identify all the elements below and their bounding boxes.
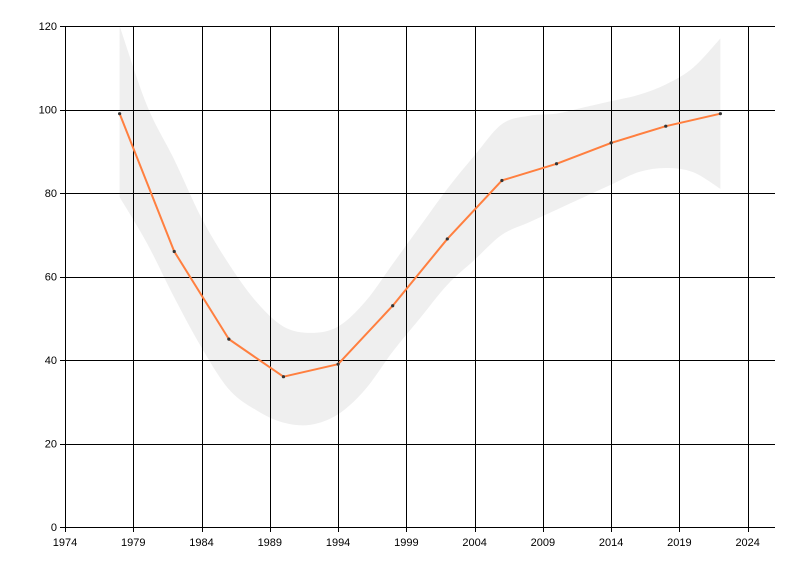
- x-tick-label: 1984: [189, 537, 213, 549]
- x-tick-label: 2019: [667, 537, 691, 549]
- data-point: [554, 162, 559, 166]
- data-point: [391, 304, 395, 308]
- data-point: [281, 375, 286, 379]
- tick-label-layer: 1974 1979 1984 1989 1994 1999 2004 2009 2014 2019…: [39, 21, 760, 549]
- x-tick-label: 1999: [394, 537, 418, 549]
- x-tick-label: 1989: [258, 537, 282, 549]
- x-tick-label: 2004: [462, 537, 486, 549]
- data-point: [227, 337, 231, 341]
- series-layer: [118, 112, 722, 379]
- y-tick-label: 120: [39, 21, 57, 33]
- axis-layer: [60, 26, 775, 532]
- y-tick-label: 20: [45, 439, 57, 451]
- x-tick-label: 1974: [53, 537, 77, 549]
- data-point: [718, 112, 722, 116]
- data-point: [118, 112, 122, 116]
- series-line: [118, 112, 721, 378]
- x-tick-label: 2009: [531, 537, 555, 549]
- x-tick-label: 1994: [326, 537, 350, 549]
- data-point: [445, 237, 449, 241]
- y-tick-label: 60: [45, 272, 57, 284]
- data-point: [609, 141, 613, 145]
- data-point: [500, 178, 504, 183]
- x-tick-label: 1979: [121, 537, 145, 549]
- y-tick-label: 40: [45, 355, 57, 367]
- x-tick-label: 2014: [599, 537, 623, 549]
- x-tick-label: 2024: [735, 537, 759, 549]
- data-point: [336, 362, 340, 366]
- confidence-band: [119, 26, 721, 426]
- y-tick-label: 0: [51, 522, 57, 534]
- grid-layer: [65, 26, 775, 527]
- confidence-band-layer: [119, 26, 721, 426]
- data-point: [172, 249, 176, 254]
- data-point: [664, 124, 668, 128]
- y-tick-label: 80: [45, 188, 57, 200]
- y-tick-label: 100: [39, 105, 57, 117]
